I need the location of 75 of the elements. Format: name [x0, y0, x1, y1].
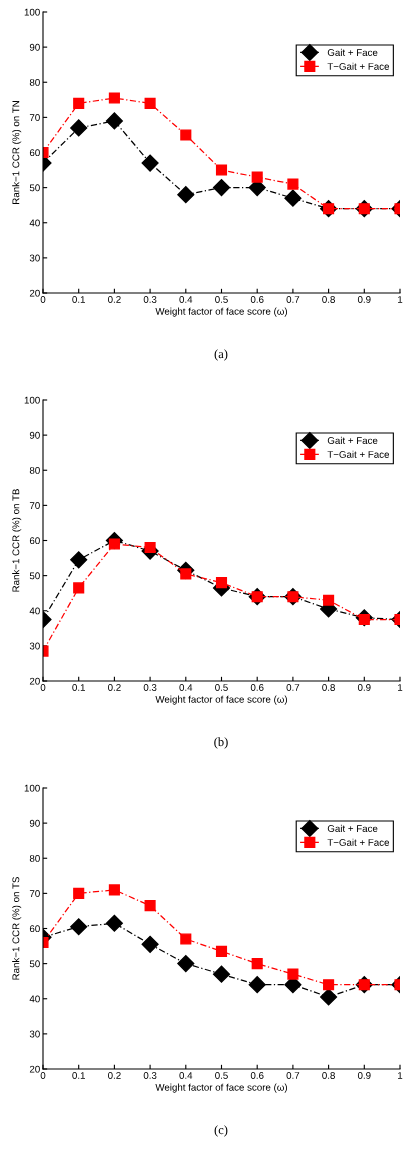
y-tick-label: 70 — [29, 502, 40, 509]
legend-label: Gait + Face — [327, 824, 378, 832]
x-tick-label: 0.7 — [286, 1072, 300, 1079]
x-tick-label: 0.2 — [108, 1072, 121, 1079]
y-tick-label: 40 — [29, 607, 40, 615]
x-tick-label: 0.4 — [179, 1072, 193, 1079]
y-tick-label: 100 — [24, 8, 40, 16]
x-tick-label: 0.2 — [108, 684, 121, 691]
x-tick-label: 0 — [40, 684, 46, 691]
y-tick-label: 60 — [29, 925, 40, 933]
text: (c) — [214, 1125, 228, 1137]
legend-label: Gait + Face — [327, 436, 378, 444]
y-tick-label: 70 — [29, 114, 40, 121]
x-tick-label: 0.4 — [179, 684, 193, 691]
x-tick-label: 0.4 — [179, 296, 193, 303]
legend-label: T−Gait + Face — [327, 62, 390, 70]
y-tick-label: 90 — [29, 819, 40, 827]
x-tick-label: 0.3 — [143, 684, 157, 691]
y-tick-label: 50 — [29, 960, 40, 968]
x-tick-label: 0.8 — [322, 296, 335, 303]
x-tick-label: 1 — [398, 684, 403, 691]
x-axis-title: Weight factor of face score (ω) — [155, 307, 288, 317]
y-tick-label: 80 — [29, 466, 40, 474]
legend-label: Gait + Face — [327, 48, 378, 56]
y-tick-label: 60 — [29, 149, 40, 157]
x-tick-label: 0.3 — [143, 1072, 157, 1079]
y-tick-label: 90 — [29, 431, 40, 439]
y-tick-label: 80 — [29, 78, 40, 86]
x-axis-title: Weight factor of face score (ω) — [155, 1083, 288, 1093]
x-tick-label: 0.6 — [250, 1072, 264, 1079]
x-tick-label: 1 — [398, 1072, 403, 1079]
y-tick-label: 30 — [29, 642, 40, 650]
y-tick-label: 70 — [29, 890, 40, 897]
x-tick-label: 0.5 — [215, 684, 228, 691]
text: (b) — [214, 737, 228, 749]
x-tick-label: 0.9 — [357, 296, 371, 303]
y-tick-label: 60 — [29, 537, 40, 545]
y-tick-label: 50 — [29, 572, 40, 580]
y-axis-title: Rank−1 CCR (%) on TS — [12, 877, 22, 980]
x-tick-label: 0.7 — [286, 296, 300, 303]
x-tick-label: 0 — [40, 296, 46, 303]
y-tick-label: 80 — [29, 854, 40, 862]
y-axis-title: Rank−1 CCR (%) on TB — [12, 489, 22, 592]
y-tick-label: 20 — [29, 677, 40, 685]
x-tick-label: 0.3 — [143, 296, 157, 303]
x-tick-label: 0.7 — [286, 684, 300, 691]
x-tick-label: 0.9 — [357, 684, 371, 691]
x-tick-label: 0 — [40, 1072, 46, 1079]
legend-label: T−Gait + Face — [327, 838, 390, 846]
y-tick-label: 20 — [29, 289, 40, 297]
x-tick-label: 0.1 — [72, 684, 85, 691]
x-tick-label: 0.8 — [322, 684, 335, 691]
y-tick-label: 40 — [29, 995, 40, 1003]
y-tick-label: 20 — [29, 1065, 40, 1073]
x-tick-label: 0.1 — [72, 1072, 85, 1079]
x-tick-label: 0.1 — [72, 296, 85, 303]
x-tick-label: 0.6 — [250, 296, 264, 303]
x-tick-label: 0.2 — [108, 296, 121, 303]
y-tick-label: 100 — [24, 784, 40, 792]
x-axis-title: Weight factor of face score (ω) — [155, 695, 288, 705]
x-tick-label: 1 — [398, 296, 403, 303]
x-tick-label: 0.6 — [250, 684, 264, 691]
y-tick-label: 90 — [29, 43, 40, 51]
y-tick-label: 50 — [29, 184, 40, 192]
y-tick-label: 30 — [29, 254, 40, 262]
y-tick-label: 100 — [24, 396, 40, 404]
y-axis-title: Rank−1 CCR (%) on TN — [12, 101, 22, 204]
x-tick-label: 0.8 — [322, 1072, 335, 1079]
text: (a) — [214, 349, 228, 361]
legend-label: T−Gait + Face — [327, 450, 390, 458]
x-tick-label: 0.5 — [215, 296, 228, 303]
y-tick-label: 40 — [29, 219, 40, 227]
x-tick-label: 0.5 — [215, 1072, 228, 1079]
x-tick-label: 0.9 — [357, 1072, 371, 1079]
y-tick-label: 30 — [29, 1030, 40, 1038]
